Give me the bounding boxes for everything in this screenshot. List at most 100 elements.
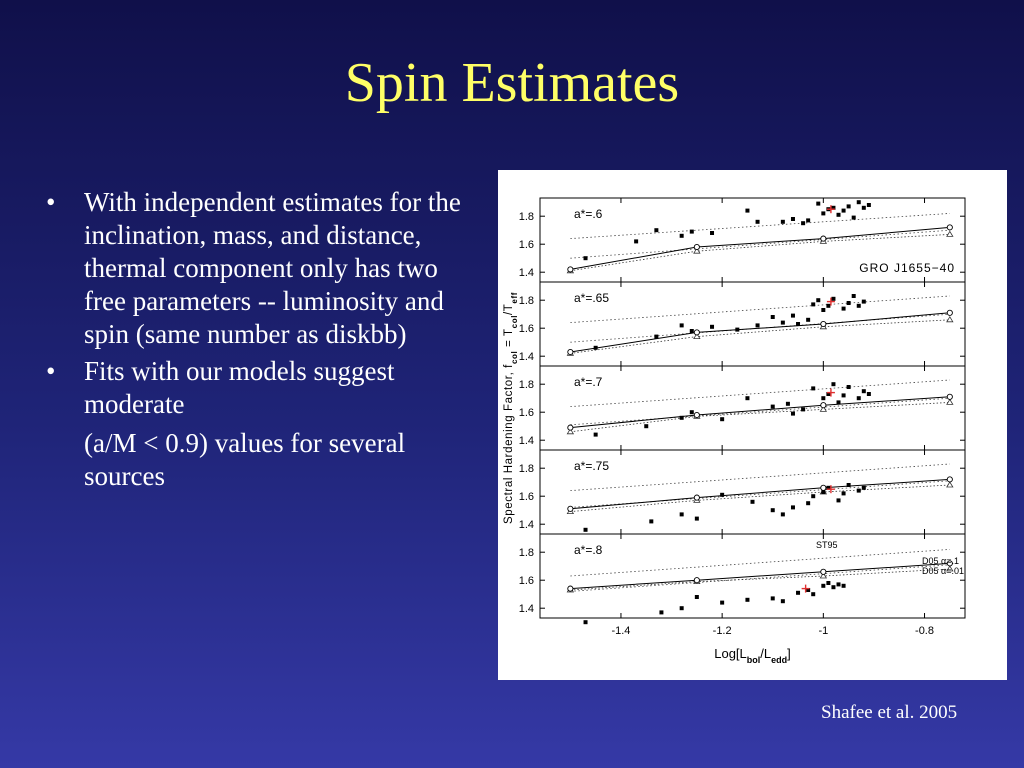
data-point bbox=[659, 610, 664, 615]
x-tick-label: -0.8 bbox=[915, 625, 934, 637]
d05-a01-marker bbox=[693, 332, 701, 340]
data-point bbox=[679, 512, 684, 517]
d05-a1-marker bbox=[946, 309, 953, 316]
data-point bbox=[816, 201, 821, 206]
data-point bbox=[770, 404, 775, 409]
data-point bbox=[836, 498, 841, 503]
y-tick-label: 1.6 bbox=[519, 491, 534, 503]
d05-a01-marker bbox=[946, 481, 954, 488]
legend-d05-a1: D05 α=.1 bbox=[922, 556, 959, 566]
data-point bbox=[821, 490, 826, 494]
data-point bbox=[745, 597, 750, 602]
panel-spin-label: a*=.8 bbox=[574, 543, 603, 557]
panel-frame bbox=[539, 533, 966, 619]
data-point bbox=[826, 303, 831, 308]
d05-a1-marker bbox=[693, 243, 700, 251]
d05-a01-line bbox=[570, 484, 950, 512]
data-point bbox=[846, 204, 851, 209]
data-point bbox=[583, 527, 588, 532]
y-tick-label: 1.8 bbox=[519, 547, 534, 559]
d05-a01-line bbox=[570, 234, 950, 272]
data-point bbox=[831, 585, 836, 590]
data-point bbox=[811, 302, 816, 307]
d05-a01-line bbox=[570, 402, 950, 433]
data-point bbox=[866, 392, 871, 396]
data-point bbox=[851, 215, 856, 220]
data-point bbox=[790, 217, 795, 221]
data-point bbox=[841, 306, 846, 311]
d05-a1-marker bbox=[820, 402, 827, 409]
data-point bbox=[831, 382, 836, 387]
panel-spin-label: a*=.75 bbox=[574, 459, 609, 473]
data-point bbox=[796, 322, 801, 326]
data-point bbox=[679, 323, 684, 328]
data-point bbox=[861, 485, 866, 490]
data-point bbox=[770, 596, 775, 601]
x-axis-label-part: edd bbox=[771, 655, 787, 665]
data-point bbox=[694, 595, 699, 599]
data-point bbox=[841, 208, 846, 213]
d05-a1-line bbox=[570, 562, 950, 590]
panel-spin-label: a*=.7 bbox=[574, 375, 603, 389]
st95-line bbox=[570, 564, 950, 592]
data-point bbox=[679, 606, 684, 611]
data-point bbox=[689, 229, 694, 234]
data-point bbox=[806, 588, 811, 592]
data-point bbox=[806, 501, 811, 506]
d05-a1-marker bbox=[693, 329, 700, 336]
data-point bbox=[821, 308, 826, 312]
panel-spin-label: a*=.65 bbox=[574, 291, 609, 305]
data-point bbox=[821, 583, 826, 588]
bullet-text: With independent estimates for the incli… bbox=[84, 187, 461, 349]
data-point bbox=[841, 491, 846, 496]
data-point bbox=[785, 401, 790, 406]
st95-line bbox=[570, 379, 950, 407]
data-point bbox=[750, 499, 755, 504]
data-point bbox=[826, 581, 831, 585]
st95-line bbox=[570, 463, 950, 491]
y-tick-label: 1.4 bbox=[519, 435, 534, 447]
y-axis-label-part: eff bbox=[510, 292, 519, 304]
d05-a1-marker bbox=[946, 393, 953, 400]
d05-a1-marker bbox=[946, 224, 953, 231]
y-tick-label: 1.8 bbox=[519, 463, 534, 475]
d05-a01-marker bbox=[946, 398, 954, 405]
y-axis-label-part: col bbox=[510, 351, 519, 364]
d05-a01-marker bbox=[819, 572, 828, 579]
bullet-dot: • bbox=[46, 187, 56, 217]
d05-a01-marker bbox=[946, 316, 954, 323]
d05-a1-marker bbox=[820, 484, 827, 491]
data-point bbox=[780, 219, 785, 224]
data-point bbox=[593, 345, 598, 350]
data-point bbox=[593, 432, 598, 437]
d05-a1-marker bbox=[946, 560, 953, 567]
data-point bbox=[846, 483, 851, 487]
data-point bbox=[861, 299, 866, 304]
data-point bbox=[710, 231, 715, 235]
legend-d05-a01: D05 α=.01 bbox=[922, 566, 964, 576]
data-point bbox=[856, 200, 861, 205]
data-point bbox=[644, 424, 649, 429]
data-point bbox=[836, 582, 841, 587]
panel-frame bbox=[539, 365, 966, 451]
data-point bbox=[790, 411, 795, 416]
y-tick-label: 1.4 bbox=[519, 267, 534, 279]
data-point bbox=[583, 256, 588, 261]
slide-title: Spin Estimates bbox=[344, 52, 680, 114]
data-point bbox=[856, 396, 861, 401]
y-tick-label: 1.6 bbox=[519, 407, 534, 419]
data-point bbox=[720, 492, 725, 497]
st95-line bbox=[570, 549, 950, 577]
d05-a1-marker bbox=[567, 585, 574, 592]
d05-a01-marker bbox=[819, 405, 828, 412]
d05-a1-marker bbox=[567, 266, 574, 273]
data-point bbox=[836, 400, 841, 405]
d05-a01-marker bbox=[566, 428, 575, 435]
data-point bbox=[634, 239, 639, 244]
d05-a01-line bbox=[570, 568, 950, 591]
legend-st95: ST95 bbox=[816, 540, 838, 550]
chart-panel: 1.4 1.6 1.8 a*=.8 bbox=[519, 533, 966, 625]
data-point bbox=[806, 317, 811, 322]
data-point bbox=[790, 505, 795, 510]
data-point bbox=[780, 599, 785, 604]
